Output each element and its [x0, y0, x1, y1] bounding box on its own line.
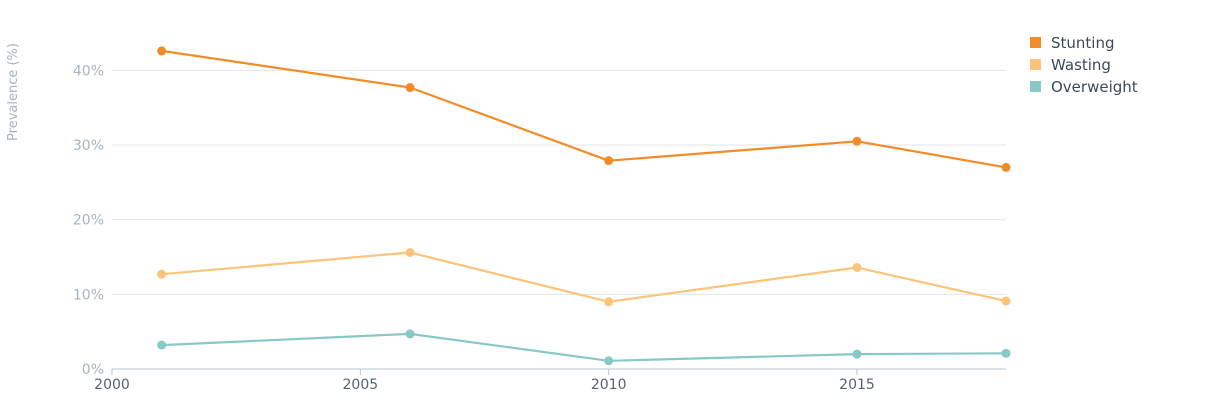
legend-swatch	[1030, 59, 1041, 70]
x-tick-label: 2000	[94, 377, 130, 393]
data-point-stunting[interactable]	[604, 156, 614, 166]
axes: 0% 10% 20% 30% 40% 2000 2005 2010 2015	[73, 63, 1006, 393]
x-tick-label: 2010	[591, 377, 627, 393]
data-point-overweight[interactable]	[405, 329, 415, 339]
data-point-stunting[interactable]	[852, 136, 862, 146]
legend: Stunting Wasting Overweight	[1030, 34, 1138, 96]
legend-label: Overweight	[1051, 78, 1138, 96]
legend-item-stunting[interactable]: Stunting	[1030, 34, 1115, 52]
data-point-wasting[interactable]	[604, 297, 614, 307]
y-tick-label: 10%	[73, 287, 104, 303]
gridlines	[112, 69, 1006, 295]
data-point-wasting[interactable]	[1001, 296, 1011, 306]
legend-item-overweight[interactable]: Overweight	[1030, 78, 1138, 96]
data-point-wasting[interactable]	[852, 262, 862, 272]
legend-swatch	[1030, 81, 1041, 92]
data-point-wasting[interactable]	[157, 269, 167, 279]
y-tick-label: 20%	[73, 213, 104, 229]
series-line-overweight	[161, 332, 1007, 362]
data-point-stunting[interactable]	[1001, 162, 1011, 172]
series-group	[157, 46, 1011, 366]
legend-label: Stunting	[1051, 34, 1115, 52]
series-stunting	[157, 46, 1011, 172]
series-overweight	[157, 329, 1011, 366]
data-point-stunting[interactable]	[157, 46, 167, 56]
y-tick-label: 30%	[73, 138, 104, 154]
x-tick-label: 2015	[839, 377, 875, 393]
data-point-overweight[interactable]	[604, 356, 614, 366]
x-tick-label: 2005	[343, 377, 379, 393]
data-point-overweight[interactable]	[157, 340, 167, 350]
data-point-wasting[interactable]	[405, 248, 415, 258]
y-axis-title: Prevalence (%)	[6, 43, 21, 141]
data-point-overweight[interactable]	[852, 349, 862, 359]
y-tick-label: 40%	[73, 63, 104, 79]
legend-label: Wasting	[1051, 56, 1111, 74]
legend-item-wasting[interactable]: Wasting	[1030, 56, 1111, 74]
series-wasting	[157, 248, 1011, 307]
legend-swatch	[1030, 37, 1041, 48]
data-point-overweight[interactable]	[1001, 348, 1011, 358]
series-line-stunting	[161, 49, 1007, 169]
y-tick-label: 0%	[82, 362, 104, 378]
data-point-stunting[interactable]	[405, 83, 415, 93]
